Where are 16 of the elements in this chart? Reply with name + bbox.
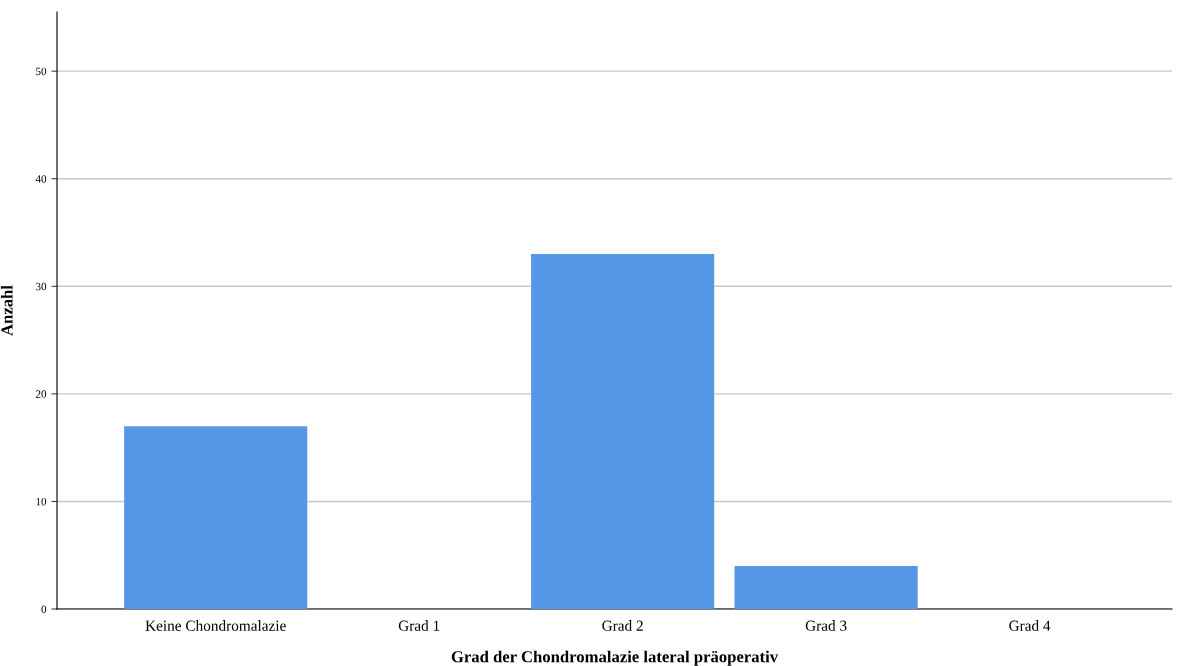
y-tick-label: 50	[36, 67, 47, 76]
y-axis-title: Anzahl	[0, 285, 13, 336]
bar	[124, 426, 308, 609]
bar	[531, 254, 715, 609]
x-tick-label: Grad 3	[805, 620, 847, 631]
x-tick-label: Grad 4	[1009, 620, 1051, 631]
y-tick-label: 30	[36, 282, 47, 291]
y-tick-label: 0	[41, 605, 47, 613]
x-tick-label: Grad 2	[602, 620, 643, 631]
x-tick-label: Grad 1	[398, 620, 440, 631]
y-tick-label: 40	[35, 175, 47, 183]
x-tick-label: Keine Chondromalazie	[145, 620, 286, 631]
y-tick-label: 10	[36, 497, 47, 506]
bar	[734, 565, 918, 609]
x-axis-title: Grad der Chondromalazie lateral präoperativ	[451, 650, 779, 666]
y-tick-label: 20	[35, 390, 47, 398]
